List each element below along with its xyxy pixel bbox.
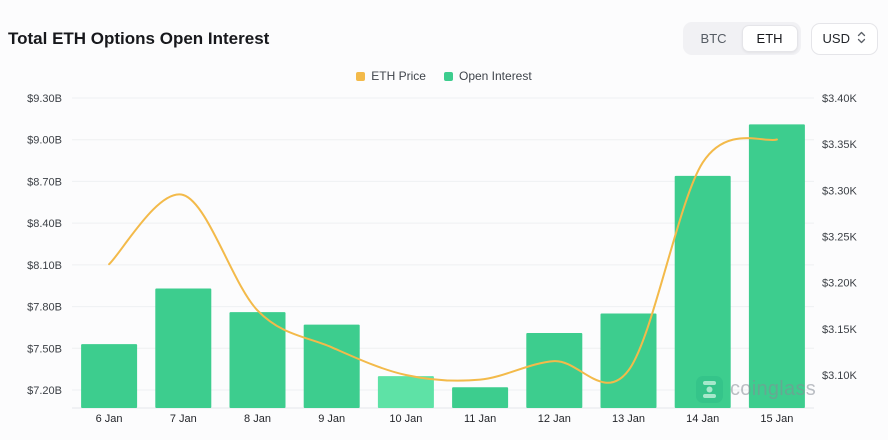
open-interest-bar[interactable]	[81, 344, 138, 408]
open-interest-bar[interactable]	[748, 124, 805, 409]
y-axis-left-label: $9.00B	[27, 135, 62, 147]
open-interest-swatch-icon	[443, 71, 453, 81]
x-axis-label: 15 Jan	[760, 413, 793, 425]
open-interest-bar[interactable]	[377, 376, 434, 408]
legend-label-eth-price: ETH Price	[371, 69, 426, 83]
open-interest-bar[interactable]	[600, 313, 657, 409]
coin-toggle-eth[interactable]: ETH	[741, 25, 798, 52]
x-axis-label: 8 Jan	[244, 413, 271, 425]
page-title: Total ETH Options Open Interest	[8, 28, 270, 48]
x-axis-label: 11 Jan	[464, 413, 496, 425]
y-axis-left-label: $8.10B	[27, 260, 62, 272]
currency-select-value: USD	[822, 31, 850, 46]
open-interest-bar[interactable]	[526, 333, 583, 408]
x-axis-label: 9 Jan	[318, 413, 345, 425]
chart-legend: ETH Price Open Interest	[0, 68, 888, 84]
y-axis-right-label: $3.35K	[822, 139, 858, 151]
y-axis-left-label: $7.20B	[27, 385, 62, 397]
y-axis-left-label: $7.80B	[27, 302, 62, 314]
y-axis-left-label: $7.50B	[27, 343, 62, 355]
header-controls: BTC ETH USD	[682, 22, 878, 55]
x-axis-label: 10 Jan	[389, 413, 422, 425]
y-axis-right-label: $3.25K	[822, 232, 858, 244]
y-axis-left-label: $8.40B	[27, 218, 62, 230]
currency-select[interactable]: USD	[810, 22, 878, 55]
legend-item-eth-price[interactable]: ETH Price	[356, 69, 426, 83]
y-axis-left-label: $9.30B	[27, 93, 62, 105]
options-open-interest-chart[interactable]: $9.30B $9.00B $8.70B $8.40B $8.10B $7.80B $7.5…	[0, 84, 888, 428]
y-axis-right-label: $3.20K	[822, 278, 858, 290]
y-axis-right-label: $3.40K	[822, 93, 858, 105]
updown-chevron-icon	[857, 31, 866, 47]
y-axis-right-label: $3.30K	[822, 185, 858, 197]
x-axis-label: 12 Jan	[538, 413, 571, 425]
x-axis-label: 7 Jan	[170, 413, 197, 425]
open-interest-bar[interactable]	[155, 288, 212, 409]
y-axis-left-label: $8.70B	[27, 176, 62, 188]
y-axis-right-label: $3.15K	[822, 324, 858, 336]
x-axis-label: 14 Jan	[686, 413, 719, 425]
legend-label-open-interest: Open Interest	[458, 69, 532, 83]
chart-header: Total ETH Options Open Interest BTC ETH …	[0, 0, 888, 55]
legend-item-open-interest[interactable]: Open Interest	[443, 69, 532, 83]
open-interest-bar[interactable]	[229, 312, 286, 408]
coin-toggle-btc[interactable]: BTC	[686, 25, 742, 52]
x-axis-label: 13 Jan	[612, 413, 645, 425]
coin-toggle: BTC ETH	[682, 22, 801, 55]
open-interest-bar[interactable]	[303, 324, 360, 408]
x-axis-label: 6 Jan	[96, 413, 123, 425]
open-interest-bar[interactable]	[674, 175, 731, 408]
eth-price-swatch-icon	[356, 71, 366, 81]
eth-price-line	[108, 137, 778, 384]
y-axis-right-label: $3.10K	[822, 370, 858, 382]
open-interest-bar[interactable]	[452, 387, 509, 408]
